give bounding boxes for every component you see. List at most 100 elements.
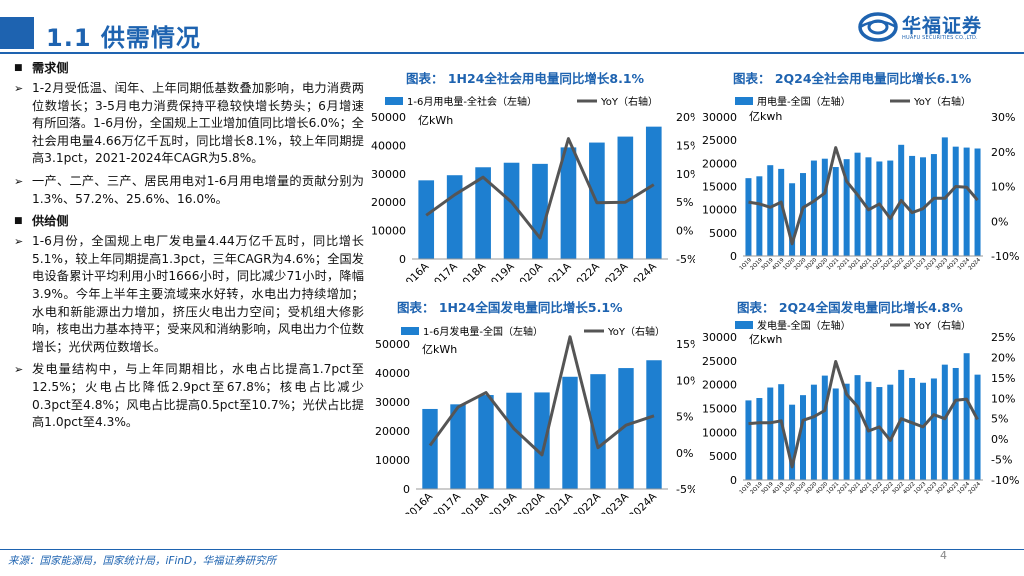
legend-bar-swatch	[385, 97, 403, 105]
bar	[534, 392, 550, 489]
left-tick-label: 40000	[371, 139, 406, 152]
page-number: 4	[940, 549, 947, 562]
chart-title: 图表： 1H24全社会用电量同比增长8.1%	[406, 71, 645, 86]
right-tick-label: 10%	[676, 168, 695, 181]
left-tick-label: 20000	[702, 157, 737, 170]
right-tick-label: -5%	[676, 483, 695, 496]
right-tick-label: 0%	[676, 447, 693, 460]
logo-name: 华福证券	[902, 15, 983, 37]
category-label: 2017A	[427, 260, 460, 282]
left-tick-label: 5000	[709, 450, 737, 463]
text-column: 需求侧 ➢ 1-2月受低温、闰年、上年同期低基数叠加影响，电力消费两位数增长；3-…	[14, 60, 364, 437]
legend-bar-swatch	[735, 321, 753, 329]
bar	[952, 146, 959, 256]
bar	[418, 180, 435, 259]
legend-bar-label: 1-6月发电量-全国（左轴）	[423, 325, 543, 338]
right-tick-label: 0%	[676, 225, 693, 238]
arrow-bullet-icon: ➢	[14, 82, 24, 95]
bar	[446, 175, 463, 259]
right-tick-label: 15%	[676, 338, 695, 351]
bar	[909, 377, 916, 480]
bar	[974, 374, 981, 480]
bar	[963, 353, 970, 480]
bar	[450, 404, 466, 489]
bar	[930, 154, 937, 256]
bar	[422, 408, 438, 489]
left-tick-label: 20000	[371, 196, 406, 209]
bar	[756, 398, 763, 480]
arrow-bullet-icon: ➢	[14, 174, 24, 188]
left-tick-label: 40000	[375, 367, 410, 380]
bar	[617, 136, 634, 259]
chart-title: 图表： 2Q24全社会用电量同比增长6.1%	[733, 71, 972, 86]
left-tick-label: 15000	[702, 403, 737, 416]
supply-heading: 供给侧	[14, 213, 364, 231]
bar	[843, 383, 850, 480]
legend-bar-swatch	[401, 327, 419, 335]
unit-label: 亿kWh	[422, 343, 457, 356]
bar	[974, 148, 981, 256]
bar	[898, 369, 905, 480]
bar	[876, 161, 883, 256]
bar	[475, 167, 491, 259]
category-label: 2019A	[487, 490, 520, 514]
left-tick-label: 50000	[375, 338, 410, 351]
legend-line-label: YoY（右轴）	[607, 325, 665, 338]
category-label: 2Q24	[968, 257, 983, 272]
bar	[503, 162, 520, 259]
left-tick-label: 30000	[702, 331, 737, 344]
brand-logo: 华福证券 HUAFU SECURITIES CO.,LTD.	[858, 8, 1008, 48]
legend-bar-label: 用电量-全国（左轴）	[757, 95, 851, 108]
right-tick-label: 5%	[676, 411, 693, 424]
legend-line-label: YoY（右轴）	[600, 95, 658, 108]
bar	[941, 364, 948, 480]
right-tick-label: 5%	[991, 413, 1008, 426]
right-tick-label: -10%	[991, 474, 1019, 487]
bar	[832, 388, 839, 480]
left-tick-label: 50000	[371, 111, 406, 124]
left-tick-label: 20000	[375, 425, 410, 438]
right-tick-label: 25%	[991, 331, 1015, 344]
bar	[821, 158, 828, 256]
bar	[843, 159, 850, 256]
yoy-line	[428, 335, 655, 457]
bar	[810, 160, 817, 256]
bar	[767, 165, 774, 256]
bar	[618, 368, 634, 489]
bar	[645, 126, 662, 259]
bar	[756, 176, 763, 256]
bar	[478, 395, 494, 489]
right-tick-label: 10%	[676, 374, 695, 387]
category-label: 2019A	[484, 260, 517, 282]
left-tick-label: 30000	[375, 396, 410, 409]
demand-bullet: ➢ 1-2月受低温、闰年、上年同期低基数叠加影响，电力消费两位数增长；3-5月电力…	[14, 80, 364, 168]
left-tick-label: 0	[730, 474, 737, 487]
legend-bar-swatch	[735, 97, 753, 105]
category-label: 2018A	[456, 260, 489, 282]
bullet-text: 一产、二产、三产、居民用电对1-6月用电增量的贡献分别为1.3%、57.2%、2…	[32, 173, 364, 206]
left-tick-label: 25000	[702, 134, 737, 147]
bar	[909, 155, 916, 256]
right-tick-label: 0%	[991, 433, 1008, 446]
right-tick-label: 30%	[991, 111, 1015, 124]
category-label: 2022A	[571, 490, 604, 514]
page-title: 1.1 供需情况	[46, 24, 201, 52]
right-tick-label: 15%	[676, 139, 695, 152]
category-label: 2024A	[626, 260, 659, 282]
chart-quarterly-consumption: 用电量-全国（左轴） YoY（右轴） 亿kwh 0 5000 10000 15000 2000…	[702, 95, 1019, 272]
bar	[865, 157, 872, 256]
header-divider	[0, 52, 1024, 54]
category-label: 2018A	[459, 490, 492, 514]
right-tick-label: -5%	[991, 454, 1012, 467]
bar	[532, 163, 548, 259]
bar	[789, 404, 796, 480]
left-tick-label: 30000	[371, 168, 406, 181]
category-label: 2023A	[599, 490, 632, 514]
bar	[810, 384, 817, 480]
right-tick-label: 20%	[991, 146, 1015, 159]
chart-title: 图表： 2Q24全国发电量同比增长4.8%	[737, 300, 963, 315]
chart-1h-generation: 1-6月发电量-全国（左轴） YoY（右轴） 亿kWh 0 10000 20000 3000…	[375, 325, 695, 514]
chart-1h-consumption: 1-6月用电量-全社会（左轴） YoY（右轴） 亿kWh 0 10000 20000 300…	[371, 95, 695, 282]
logo-emblem-icon	[858, 12, 898, 42]
bar	[930, 378, 937, 480]
